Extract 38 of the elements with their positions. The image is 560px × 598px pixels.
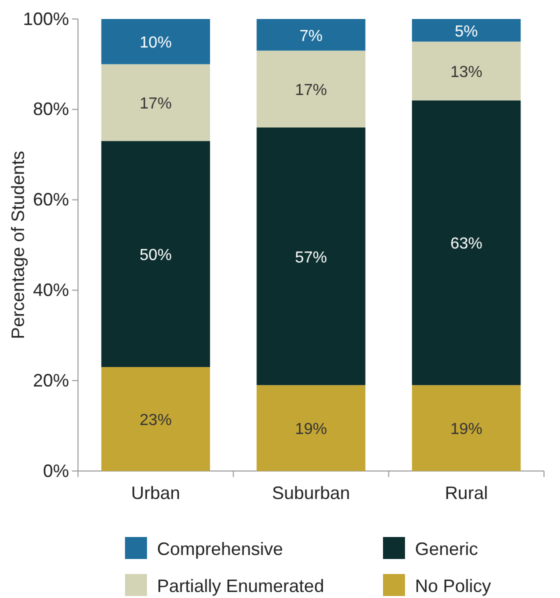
data-label: 5% xyxy=(454,23,478,40)
legend-label: Comprehensive xyxy=(157,539,284,559)
data-label: 23% xyxy=(140,412,172,430)
bar xyxy=(101,141,210,368)
bar xyxy=(412,19,521,42)
legend-label: Partially Enumerated xyxy=(157,576,324,596)
bar xyxy=(412,385,521,471)
x-tick-label: Suburban xyxy=(272,483,350,503)
bar xyxy=(256,50,366,128)
bar xyxy=(256,127,366,386)
bar xyxy=(101,64,210,142)
bar xyxy=(412,100,521,386)
data-label: 7% xyxy=(299,28,323,45)
data-label: 10% xyxy=(140,34,172,52)
y-tick-label: 0% xyxy=(42,460,69,481)
x-tick-label: Urban xyxy=(131,483,180,503)
y-tick-label: 20% xyxy=(32,370,69,390)
y-tick-label: 60% xyxy=(32,190,69,210)
bar xyxy=(101,367,210,471)
x-tick-label: Rural xyxy=(444,483,488,503)
y-tick-label: 40% xyxy=(32,280,69,300)
y-tick-label: 80% xyxy=(32,99,69,120)
legend-label: No Policy xyxy=(415,576,492,596)
data-label: 17% xyxy=(294,82,328,100)
data-label: 63% xyxy=(450,236,482,253)
data-label: 50% xyxy=(140,247,172,264)
bar xyxy=(256,385,366,471)
data-label: 13% xyxy=(450,64,482,81)
bar xyxy=(256,19,366,51)
data-label: 17% xyxy=(140,96,172,113)
data-label: 57% xyxy=(294,249,328,266)
data-label: 19% xyxy=(294,421,328,438)
y-axis-title: Percentage of Students xyxy=(8,150,28,340)
bar xyxy=(412,42,521,100)
legend-label: Generic xyxy=(415,539,478,559)
y-tick-label: 100% xyxy=(22,8,69,29)
bar xyxy=(101,19,210,64)
data-label: 19% xyxy=(450,421,482,438)
